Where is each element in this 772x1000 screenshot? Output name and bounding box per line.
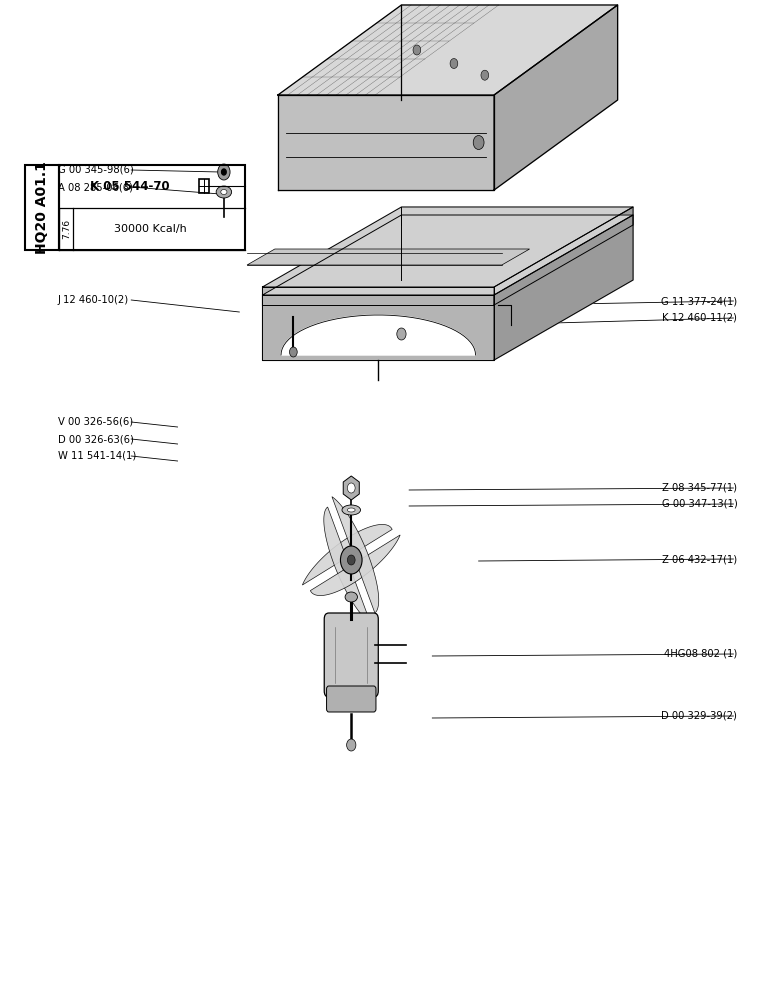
Text: K 05 544-70: K 05 544-70 xyxy=(90,180,170,193)
Circle shape xyxy=(413,45,421,55)
Text: K 12 460-11(2): K 12 460-11(2) xyxy=(662,313,737,323)
Text: Z 06 432-17(1): Z 06 432-17(1) xyxy=(662,554,737,564)
Circle shape xyxy=(347,739,356,751)
Circle shape xyxy=(347,555,355,565)
Text: G 00 347-13(1): G 00 347-13(1) xyxy=(662,499,737,509)
Polygon shape xyxy=(278,5,618,95)
Polygon shape xyxy=(344,476,359,500)
Circle shape xyxy=(290,347,297,357)
Polygon shape xyxy=(494,5,618,190)
Circle shape xyxy=(473,135,484,149)
Text: A 08 285-06(6): A 08 285-06(6) xyxy=(58,182,133,192)
Text: D 00 329-39(2): D 00 329-39(2) xyxy=(662,711,737,721)
Polygon shape xyxy=(262,215,633,295)
Polygon shape xyxy=(494,207,633,305)
Circle shape xyxy=(397,328,406,340)
Polygon shape xyxy=(281,315,476,355)
Polygon shape xyxy=(262,295,494,360)
Text: HQ20 A01.1: HQ20 A01.1 xyxy=(35,161,49,254)
Text: G 00 345-98(6): G 00 345-98(6) xyxy=(58,165,134,175)
Ellipse shape xyxy=(216,186,232,198)
Polygon shape xyxy=(262,207,633,287)
Bar xyxy=(198,179,209,193)
Text: Z 08 345-77(1): Z 08 345-77(1) xyxy=(662,483,737,493)
Ellipse shape xyxy=(347,508,355,512)
Text: 30000 Kcal/h: 30000 Kcal/h xyxy=(114,224,187,234)
Circle shape xyxy=(481,70,489,80)
Text: D 00 326-63(6): D 00 326-63(6) xyxy=(58,434,134,444)
Text: 4HG08 802 (1): 4HG08 802 (1) xyxy=(664,649,737,659)
Polygon shape xyxy=(332,497,379,613)
Circle shape xyxy=(222,169,226,175)
FancyBboxPatch shape xyxy=(327,686,376,712)
Polygon shape xyxy=(278,95,494,190)
Text: V 00 326-56(6): V 00 326-56(6) xyxy=(58,417,133,427)
Bar xyxy=(25,165,59,250)
Circle shape xyxy=(450,58,458,68)
Polygon shape xyxy=(494,215,633,360)
Ellipse shape xyxy=(221,190,227,194)
Circle shape xyxy=(347,483,355,493)
Polygon shape xyxy=(262,287,494,305)
Circle shape xyxy=(218,164,230,180)
Text: W 11 541-14(1): W 11 541-14(1) xyxy=(58,451,136,461)
Text: J 12 460-10(2): J 12 460-10(2) xyxy=(58,295,129,305)
Polygon shape xyxy=(310,535,400,596)
Text: G 11 377-24(1): G 11 377-24(1) xyxy=(661,296,737,306)
Polygon shape xyxy=(303,524,392,585)
FancyBboxPatch shape xyxy=(324,613,378,697)
Ellipse shape xyxy=(342,505,361,515)
Polygon shape xyxy=(323,507,371,623)
Text: 7.76: 7.76 xyxy=(62,219,71,239)
Circle shape xyxy=(340,546,362,574)
Ellipse shape xyxy=(345,592,357,602)
Bar xyxy=(59,165,245,250)
Polygon shape xyxy=(247,249,530,265)
